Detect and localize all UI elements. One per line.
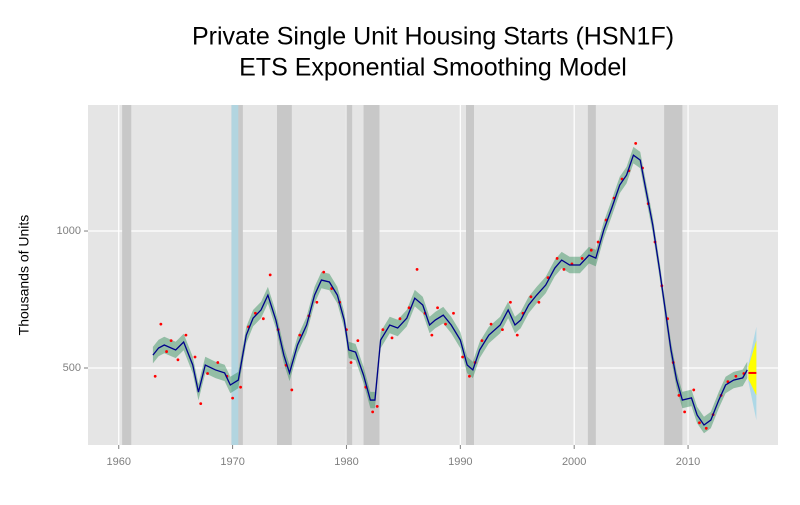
chart-subtitle: ETS Exponential Smoothing Model [239, 54, 627, 82]
observed-point [461, 355, 465, 359]
observed-point [153, 374, 157, 378]
x-tick-label: 1960 [107, 456, 131, 468]
observed-point [199, 402, 203, 406]
observed-point [169, 339, 173, 343]
observed-point [515, 333, 519, 337]
observed-point [165, 350, 168, 353]
observed-point [415, 267, 419, 271]
observed-point [509, 300, 512, 304]
observed-point [322, 270, 326, 274]
observed-point [436, 306, 439, 310]
recession-band [277, 105, 292, 445]
observed-point [193, 355, 197, 359]
observed-point [159, 322, 163, 326]
observed-point [315, 300, 319, 304]
recession-band [664, 105, 683, 445]
observed-point [430, 333, 434, 337]
observed-point [704, 426, 708, 430]
observed-point [529, 295, 533, 299]
observed-point [261, 317, 265, 321]
recession-band [466, 105, 474, 445]
observed-point [692, 388, 696, 392]
observed-point [371, 410, 375, 414]
observed-point [375, 404, 379, 408]
x-tick-label: 1970 [220, 456, 244, 468]
x-tick-label: 2010 [676, 456, 700, 468]
panel [88, 105, 778, 445]
fitted-line [152, 154, 748, 426]
observed-point [580, 257, 584, 260]
forecast-80 [748, 340, 757, 396]
observed-point [677, 394, 681, 397]
observed-point [231, 396, 235, 400]
observed-point [239, 385, 242, 389]
observed-point [206, 372, 209, 375]
observed-point [407, 306, 411, 310]
x-tick-label: 2000 [562, 456, 586, 468]
observed-point [683, 410, 687, 414]
observed-point [176, 358, 180, 362]
observed-point [444, 322, 447, 326]
observed-point [489, 322, 493, 326]
recession-band [346, 105, 353, 445]
recession-band [122, 105, 132, 445]
chart-title: Private Single Unit Housing Starts (HSN1… [192, 23, 674, 51]
observed-point [698, 421, 701, 425]
observed-point [596, 240, 600, 244]
observed-point [480, 339, 484, 343]
observed-point [634, 141, 638, 145]
recession-band [587, 105, 596, 445]
observed-point [468, 374, 471, 378]
observed-point [537, 300, 541, 304]
observed-point [562, 267, 566, 271]
y-axis-label: Thousands of Units [16, 215, 32, 336]
observed-point [501, 328, 504, 332]
y-tick-label: 1000 [57, 225, 81, 237]
observed-point [555, 257, 559, 260]
y-tick-label: 500 [63, 362, 81, 374]
observed-point [184, 333, 188, 337]
x-tick-label: 1990 [448, 456, 472, 468]
observed-point [589, 248, 593, 252]
observed-point [253, 311, 257, 315]
observed-point [268, 273, 272, 277]
observed-point [734, 374, 738, 378]
observed-point [452, 311, 455, 315]
observed-point [349, 361, 353, 364]
observed-point [290, 388, 294, 392]
observed-point [216, 361, 220, 364]
observed-point [390, 336, 394, 340]
fit-interval [152, 146, 748, 434]
x-tick-label: 1980 [334, 456, 358, 468]
observed-point [398, 317, 402, 321]
observed-point [356, 339, 360, 343]
observed-point [381, 328, 385, 332]
highlight-band [231, 105, 239, 445]
observed-point [298, 333, 302, 337]
recession-band [363, 105, 380, 445]
